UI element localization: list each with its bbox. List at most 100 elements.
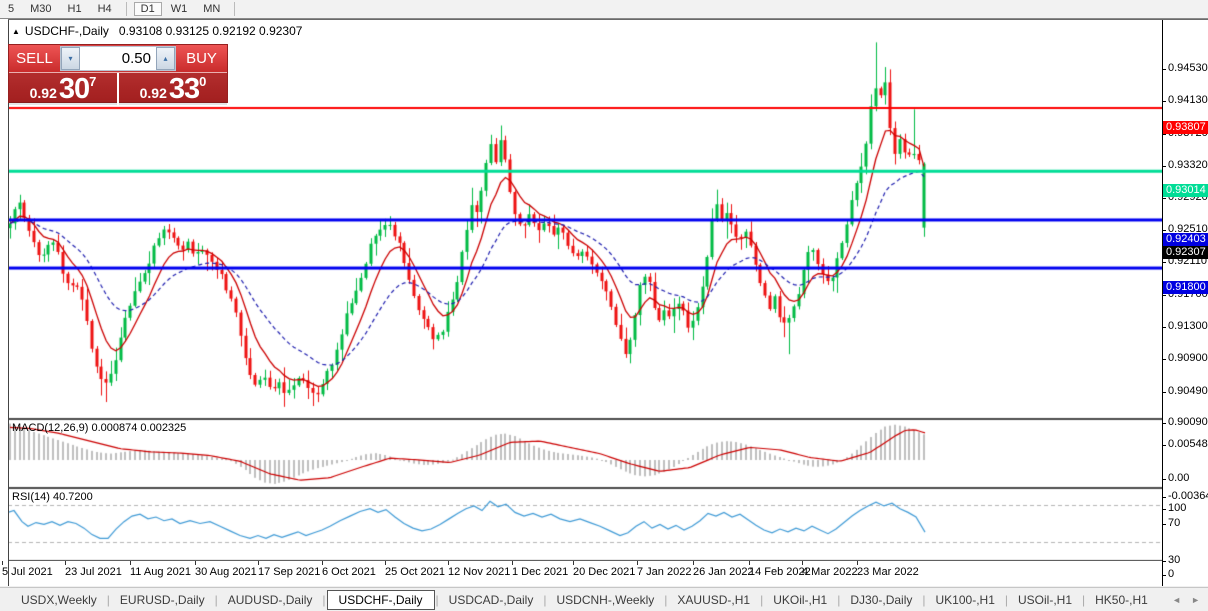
date-tick — [258, 561, 259, 565]
timeframe-button-w1[interactable]: W1 — [170, 3, 188, 15]
price-tag: 0.93807 — [1163, 120, 1208, 134]
date-tick — [448, 561, 449, 565]
toolbar-separator — [125, 2, 127, 16]
chart-tab-ukoil[interactable]: UKOil-,H1 — [773, 593, 828, 607]
chart-tab-usdcnh[interactable]: USDCNH-,Weekly — [556, 593, 655, 607]
rsi-axis-tick — [1162, 575, 1166, 576]
rsi-axis-label: 30 — [1168, 554, 1181, 566]
chart-tab-eurusd[interactable]: EURUSD-,Daily — [119, 593, 205, 607]
macd-axis-tick — [1162, 497, 1166, 498]
date-label: 25 Oct 2021 — [385, 566, 445, 578]
price-axis-label: 0.93320 — [1168, 158, 1208, 171]
lot-increase-button[interactable]: ▴ — [156, 47, 175, 70]
date-tick — [749, 561, 750, 565]
date-label: 11 Aug 2021 — [130, 566, 191, 578]
date-label: 23 Jul 2021 — [65, 566, 122, 578]
date-label: 6 Oct 2021 — [322, 566, 376, 578]
symbol-title: USDCHF-,Daily — [24, 24, 109, 38]
macd-axis-label: -0.003641 — [1168, 490, 1208, 502]
tab-separator: | — [214, 593, 218, 607]
timeframe-button-d1[interactable]: D1 — [133, 2, 162, 16]
date-label: 17 Sep 2021 — [258, 566, 321, 578]
date-label: 14 Feb 2022 — [749, 566, 811, 578]
header-expand-icon[interactable]: ▲ — [12, 27, 20, 36]
price-axis-label: 0.90490 — [1168, 384, 1208, 397]
sell-price-display[interactable]: 0.92 30 7 — [9, 73, 119, 105]
rsi-axis-tick — [1162, 561, 1166, 562]
price-axis-label: 0.91300 — [1168, 319, 1208, 332]
tab-scroll-left-icon[interactable]: ◄ — [1172, 595, 1182, 605]
tab-separator: | — [543, 593, 547, 607]
timeframe-toolbar: 5 M30 H1 H4 D1 W1 MN — [0, 0, 1208, 19]
lot-decrease-button[interactable]: ▾ — [61, 47, 80, 70]
date-label: 30 Aug 2021 — [195, 566, 257, 578]
date-tick — [693, 561, 694, 565]
price-axis-tick — [1162, 423, 1166, 425]
price-axis-label: 0.92510 — [1168, 223, 1208, 236]
chart-top-border — [8, 19, 1208, 20]
chart-tab-hk50[interactable]: HK50-,H1 — [1095, 593, 1148, 607]
chart-tab-audusd[interactable]: AUDUSD-,Daily — [227, 593, 313, 607]
tab-scroll-right-icon[interactable]: ► — [1191, 595, 1200, 605]
rsi-axis-label: 70 — [1168, 517, 1181, 529]
timeframe-button-m30[interactable]: M30 — [30, 3, 52, 15]
price-axis-label: 0.94530 — [1168, 62, 1208, 75]
price-axis-tick — [1162, 197, 1166, 199]
rsi-axis-label: 100 — [1168, 502, 1187, 514]
chart-left-border — [8, 20, 9, 586]
one-click-trade-panel: SELL ▾ ▴ BUY 0.92 30 7 0.92 33 0 — [8, 44, 228, 105]
chart-canvas[interactable] — [8, 20, 1162, 561]
price-axis-tick — [1162, 165, 1166, 167]
date-tick — [2, 561, 3, 565]
date-label: 23 Mar 2022 — [857, 566, 919, 578]
price-axis-tick — [1162, 69, 1166, 71]
sell-button[interactable]: SELL — [9, 45, 60, 72]
buy-price-pipette: 0 — [199, 74, 207, 89]
date-label: 1 Dec 2021 — [512, 566, 569, 578]
lot-size-input[interactable] — [80, 47, 156, 70]
chart-window: ▲ USDCHF-,Daily 0.93108 0.93125 0.92192 0.… — [0, 19, 1208, 586]
timeframe-button-5[interactable]: 5 — [8, 3, 15, 15]
chart-tab-usdx[interactable]: USDX,Weekly — [21, 593, 97, 607]
buy-price-big: 33 — [168, 73, 200, 105]
macd-axis-tick — [1162, 445, 1166, 446]
tab-separator: | — [837, 593, 841, 607]
rsi-axis-tick — [1162, 524, 1166, 525]
chart-tab-usoil[interactable]: USOil-,H1 — [1018, 593, 1073, 607]
chart-tab-usdcad[interactable]: USDCAD-,Daily — [448, 593, 534, 607]
sell-price-prefix: 0.92 — [29, 85, 57, 101]
price-axis-tick — [1162, 133, 1166, 135]
buy-price-display[interactable]: 0.92 33 0 — [119, 73, 227, 105]
chart-tab-xauusd[interactable]: XAUUSD-,H1 — [677, 593, 751, 607]
price-axis-label: 0.90900 — [1168, 351, 1208, 364]
chart-tab-usdchf[interactable]: USDCHF-,Daily — [326, 590, 435, 610]
buy-button[interactable]: BUY — [176, 45, 227, 72]
chart-tab-uk100[interactable]: UK100-,H1 — [935, 593, 995, 607]
date-tick — [385, 561, 386, 565]
price-tag: 0.92307 — [1163, 245, 1208, 259]
chart-tab-bar: USDX,Weekly | EURUSD-,Daily | AUDUSD-,Daily |… — [0, 587, 1208, 611]
tab-separator: | — [106, 593, 110, 607]
tab-separator: | — [1082, 593, 1086, 607]
timeframe-button-h1[interactable]: H1 — [67, 3, 82, 15]
price-axis-tick — [1162, 326, 1166, 328]
price-axis-tick — [1162, 295, 1166, 297]
rsi-indicator-label: RSI(14) 40.7200 — [12, 491, 93, 503]
rsi-axis-tick — [1162, 509, 1166, 510]
lot-size-box: ▾ ▴ — [60, 46, 176, 71]
price-tag: 0.93014 — [1163, 183, 1208, 197]
date-tick — [637, 561, 638, 565]
timeframe-button-h4[interactable]: H4 — [97, 3, 112, 15]
date-tick — [322, 561, 323, 565]
macd-axis-tick — [1162, 479, 1166, 480]
macd-indicator-label: MACD(12,26,9) 0.000874 0.002325 — [12, 422, 187, 434]
sell-price-big: 30 — [58, 73, 90, 105]
buy-price-prefix: 0.92 — [139, 85, 167, 101]
price-axis-tick — [1162, 262, 1166, 264]
price-axis-label: 0.90090 — [1168, 416, 1208, 429]
timeframe-button-mn[interactable]: MN — [203, 3, 221, 15]
tab-separator: | — [322, 593, 326, 607]
price-tag: 0.92403 — [1163, 232, 1208, 246]
chart-tab-dj30[interactable]: DJ30-,Daily — [850, 593, 913, 607]
